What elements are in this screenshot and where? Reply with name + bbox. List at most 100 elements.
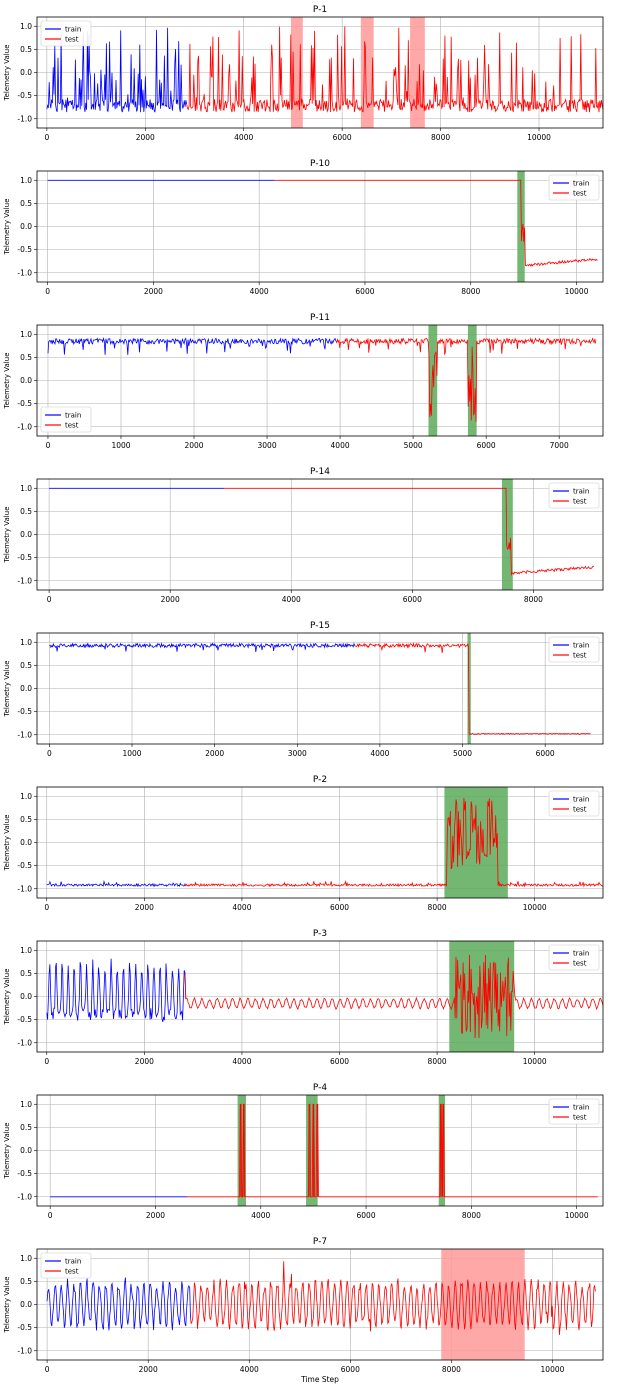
legend-label: train xyxy=(65,26,81,34)
y-tick-label: -1.0 xyxy=(17,1346,32,1355)
y-axis-label: Telemetry Value xyxy=(3,815,11,872)
legend: train test xyxy=(40,406,92,433)
legend: train test xyxy=(548,944,600,971)
y-tick-label: -1.0 xyxy=(17,576,32,585)
series-line-test xyxy=(354,642,591,735)
legend-label: test xyxy=(573,1114,587,1122)
x-tick-label: 1000 xyxy=(111,441,130,450)
chart-panel: 0 1000 2000 3000 4000 5000 6000 -1.0 -0.5 0.0 0.5 1… xyxy=(3,621,604,758)
series-line-train xyxy=(46,880,187,888)
x-tick-label: 4000 xyxy=(232,1057,251,1066)
legend-label: train xyxy=(573,488,589,496)
series-line-test xyxy=(224,487,595,576)
x-tick-label: 6000 xyxy=(536,749,555,758)
y-axis-label: Telemetry Value xyxy=(3,969,11,1026)
legend-box xyxy=(548,174,600,201)
x-tick-label: 0 xyxy=(46,441,51,450)
y-tick-label: -1.0 xyxy=(17,1192,32,1201)
legend-box xyxy=(40,1252,92,1279)
y-tick-label: 1.0 xyxy=(20,638,32,647)
x-tick-label: 2000 xyxy=(136,133,155,142)
x-tick-label: 3000 xyxy=(288,749,307,758)
anomaly-region xyxy=(306,1095,318,1206)
x-tick-label: 4000 xyxy=(234,133,253,142)
y-axis-label: Telemetry Value xyxy=(3,1277,11,1334)
y-tick-label: -0.5 xyxy=(17,91,32,100)
y-tick-label: 1.0 xyxy=(20,1254,32,1263)
x-tick-label: 0 xyxy=(47,595,52,604)
y-tick-label: 0.5 xyxy=(20,199,32,208)
legend-box xyxy=(548,1098,600,1125)
legend: train test xyxy=(40,1252,92,1279)
x-tick-label: 10000 xyxy=(565,1211,589,1220)
series-line-test xyxy=(335,337,597,422)
y-tick-label: 1.0 xyxy=(20,176,32,185)
anomaly-region xyxy=(410,17,425,128)
x-tick-label: 6000 xyxy=(477,441,496,450)
x-tick-label: 4000 xyxy=(282,595,301,604)
y-tick-label: 0.5 xyxy=(20,815,32,824)
y-tick-label: 0.0 xyxy=(20,222,32,231)
legend-box xyxy=(548,482,600,509)
x-tick-label: 6000 xyxy=(341,1365,360,1374)
y-tick-label: 0.0 xyxy=(20,530,32,539)
y-tick-label: -1.0 xyxy=(17,114,32,123)
series-line-test xyxy=(190,1261,596,1335)
y-tick-label: 0.0 xyxy=(20,68,32,77)
y-tick-label: -1.0 xyxy=(17,730,32,739)
x-tick-label: 4000 xyxy=(232,903,251,912)
y-axis-label: Telemetry Value xyxy=(3,199,11,256)
y-tick-label: -0.5 xyxy=(17,1015,32,1024)
chart-title: P-11 xyxy=(310,313,330,323)
y-axis-label: Telemetry Value xyxy=(3,1123,11,1180)
x-tick-label: 4000 xyxy=(251,1211,270,1220)
series-line-test xyxy=(184,954,604,1039)
y-tick-label: -1.0 xyxy=(17,422,32,431)
chart-panel: 0 2000 4000 6000 8000 10000 -1.0 -0.5 0.0 0.5 1.0 P… xyxy=(3,1083,604,1220)
y-tick-label: 1.0 xyxy=(20,484,32,493)
x-tick-label: 4000 xyxy=(331,441,350,450)
legend-label: test xyxy=(573,960,587,968)
x-tick-label: 2000 xyxy=(139,1365,158,1374)
legend: train test xyxy=(40,20,92,47)
x-tick-label: 0 xyxy=(45,287,50,296)
y-axis-label: Telemetry Value xyxy=(3,507,11,564)
chart-panel: 0 2000 4000 6000 8000 10000 -1.0 -0.5 0.0 0.5 1.0 P… xyxy=(3,775,604,912)
x-tick-label: 0 xyxy=(45,1365,50,1374)
anomaly-region xyxy=(360,17,374,128)
anomaly-region xyxy=(467,325,477,436)
legend-label: train xyxy=(65,412,81,420)
y-tick-label: -0.5 xyxy=(17,399,32,408)
x-tick-label: 0 xyxy=(44,133,49,142)
y-tick-label: 0.5 xyxy=(20,45,32,54)
series-line-test xyxy=(186,26,604,113)
legend-label: test xyxy=(573,806,587,814)
x-tick-label: 8000 xyxy=(428,1057,447,1066)
x-tick-label: 6000 xyxy=(355,287,374,296)
anomaly-region xyxy=(428,325,438,436)
x-tick-label: 8000 xyxy=(524,595,543,604)
y-tick-label: 1.0 xyxy=(20,946,32,955)
x-tick-label: 10000 xyxy=(541,1365,565,1374)
y-tick-label: 1.0 xyxy=(20,792,32,801)
x-tick-label: 4000 xyxy=(250,287,269,296)
series-line-train xyxy=(49,642,356,653)
chart-title: P-14 xyxy=(310,467,330,477)
legend: train test xyxy=(548,636,600,663)
legend-label: train xyxy=(65,1258,81,1266)
x-tick-label: 8000 xyxy=(428,903,447,912)
legend-box xyxy=(548,790,600,817)
y-tick-label: 0.0 xyxy=(20,684,32,693)
chart-panel: 0 1000 2000 3000 4000 5000 6000 7000 -1.0 -0.5 0.0… xyxy=(3,313,604,450)
y-tick-label: 0.5 xyxy=(20,661,32,670)
y-tick-label: 1.0 xyxy=(20,330,32,339)
x-tick-label: 2000 xyxy=(146,1211,165,1220)
legend-label: train xyxy=(573,180,589,188)
anomaly-region xyxy=(501,479,513,590)
x-tick-label: 0 xyxy=(47,749,52,758)
y-tick-label: 0.5 xyxy=(20,353,32,362)
chart-panel: 0 2000 4000 6000 8000 10000 -1.0 -0.5 0.0 0.5 1.0 P… xyxy=(3,929,604,1066)
y-tick-label: 0.5 xyxy=(20,1123,32,1132)
series-line-train xyxy=(46,27,188,113)
x-tick-label: 8000 xyxy=(442,1365,461,1374)
